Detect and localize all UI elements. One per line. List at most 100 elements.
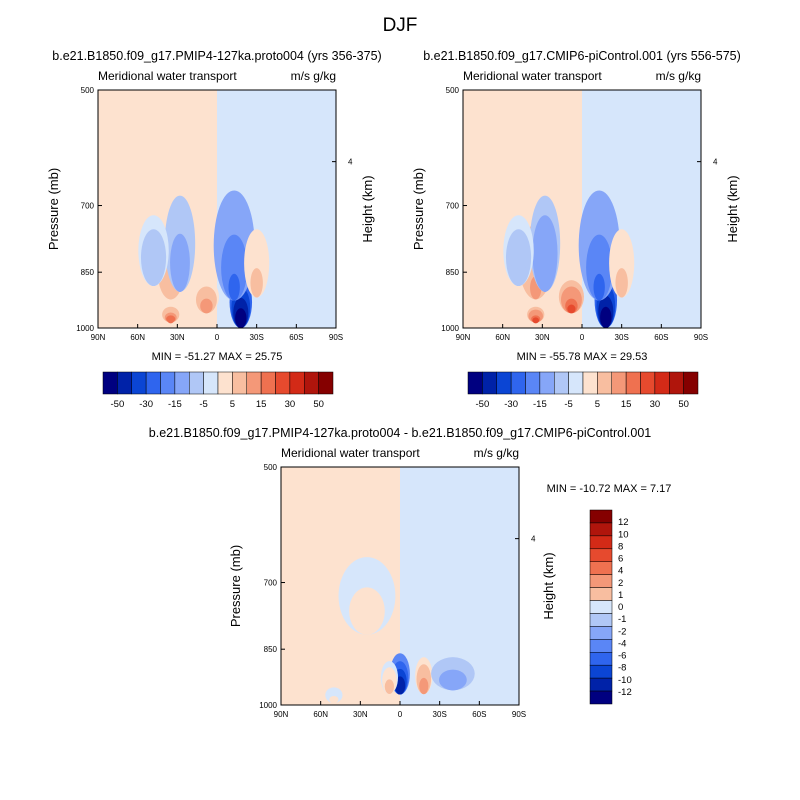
- panel-3-x-tick-label: 60S: [472, 710, 486, 719]
- panel-3-x-tick-label: 60N: [313, 710, 328, 719]
- panel-2-contour-3-4: [532, 317, 540, 324]
- panel-2-colorbar-swatch: [539, 371, 555, 395]
- panel-2-contour-1-4: [593, 273, 605, 301]
- panel-diff-ylabel-right: Height (km): [541, 552, 556, 619]
- panel-diff: b.e21.B1850.f09_g17.PMIP4-127ka.proto004…: [149, 426, 672, 719]
- panel-1-y-tick-label: 700: [81, 202, 95, 211]
- panel-2-colorbar-swatch: [597, 371, 612, 395]
- panel-3-colorbar-swatch: [589, 587, 613, 601]
- panel-1-colorbar-label: -30: [139, 399, 153, 410]
- panel-2-contour-0-4: [601, 317, 610, 328]
- panel-diff-left-string: Meridional water transport: [281, 446, 420, 460]
- panel-2-y-tick-label: 700: [446, 202, 460, 211]
- panel-3-colorbar-label: -2: [618, 626, 626, 637]
- panel-3-y-tick-label: 500: [264, 463, 278, 472]
- panel-1-x-tick-label: 60N: [130, 333, 145, 342]
- panel-1-x-tick-label: 90N: [91, 333, 106, 342]
- panel-1-y-tick-label: 1000: [76, 324, 94, 333]
- panel-3-colorbar-swatch: [589, 639, 613, 653]
- panel-3-contour-5-4: [330, 697, 338, 704]
- panel-2-colorbar-swatch: [554, 371, 569, 395]
- panel-1-x-tick-label: 30S: [250, 333, 264, 342]
- panel-3-y-tick-label: 850: [264, 645, 278, 654]
- panel-1-colorbar-label: -50: [111, 399, 125, 410]
- panel-1-colorbar-swatch: [289, 371, 305, 395]
- panel-2-colorbar-label: 50: [678, 399, 689, 410]
- panel-3-x-tick-label: 30S: [433, 710, 447, 719]
- panel-2-y-tick-label: 1000: [441, 324, 459, 333]
- panel-3-colorbar-swatch: [589, 509, 613, 524]
- panel-1-colorbar-label: -15: [168, 399, 182, 410]
- panel-2-x-tick-label: 30N: [535, 333, 550, 342]
- panel-2-colorbar-swatch: [510, 371, 526, 395]
- panel-3-height-tick-label: 4: [531, 535, 536, 544]
- panel-3-colorbar-swatch: [589, 652, 613, 666]
- panel-2-title: b.e21.B1850.f09_g17.CMIP6-piControl.001 …: [423, 49, 741, 63]
- panel-2-x-tick-label: 60N: [495, 333, 510, 342]
- panel-1-colorbar-swatch: [160, 371, 176, 395]
- panel-3-colorbar-label: 6: [618, 554, 623, 565]
- panel-3-colorbar-swatch: [589, 574, 613, 588]
- panel-2-y-tick-label: 500: [446, 86, 460, 95]
- panel-1-colorbar-swatch: [217, 371, 233, 395]
- panel-diff-stats: MIN = -10.72 MAX = 7.17: [547, 483, 672, 495]
- panel-2-plot-area: 90N 60N 30N 0 30S 60S 90S 500 700 850 1000 4: [441, 86, 718, 342]
- panel-1-colorbar-label: 5: [230, 399, 235, 410]
- panel-1-y-tick-label: 500: [81, 86, 95, 95]
- panel-2-x-tick-label: 0: [580, 333, 585, 342]
- panel-3-x-tick-label: 90N: [274, 710, 289, 719]
- panel-1-height-tick-label: 4: [348, 158, 353, 167]
- panel-3-colorbar-swatch: [589, 664, 613, 679]
- panel-3-colorbar-label: -12: [618, 687, 632, 698]
- panel-1-colorbar-swatch: [203, 371, 219, 395]
- panel-3-contour-4-4: [446, 681, 459, 691]
- panel-2-x-tick-label: 90S: [694, 333, 708, 342]
- panel-3-colorbar-swatch: [589, 677, 613, 692]
- panel-1-contour-5-4: [175, 268, 185, 292]
- panel-1-colorbar-swatch: [304, 371, 319, 395]
- panel-1-contour-3-4: [167, 317, 175, 324]
- panel-3-x-tick-label: 0: [398, 710, 403, 719]
- panel-2-colorbar-swatch: [625, 371, 641, 395]
- panel-1-right-string: m/s g/kg: [291, 69, 336, 83]
- panel-2-colorbar-swatch: [467, 371, 483, 395]
- panel-3-y-tick-label: 1000: [259, 701, 277, 710]
- panel-1-contour-4-4: [202, 304, 211, 314]
- panel-1-colorbar-swatch: [117, 371, 132, 395]
- panel-2-colorbar-label: 30: [650, 399, 661, 410]
- panel-3-colorbar-label: -4: [618, 638, 626, 649]
- panel-1-contour-6-4: [148, 268, 159, 287]
- panel-1-colorbar-label: -5: [199, 399, 207, 410]
- panel-1-ylabel: Pressure (mb): [46, 168, 61, 250]
- panel-2-y-tick-label: 850: [446, 268, 460, 277]
- panel-3-x-tick-label: 90S: [512, 710, 526, 719]
- panel-3-colorbar-swatch: [589, 548, 613, 562]
- panel-2-x-tick-label: 60S: [654, 333, 668, 342]
- panel-1-colorbar-swatch: [102, 371, 118, 395]
- panel-1-colorbar-swatch: [189, 371, 204, 395]
- panel-1-colorbar-swatch: [174, 371, 190, 395]
- panel-3-x-tick-label: 30N: [353, 710, 368, 719]
- panel-2-x-tick-label: 90N: [456, 333, 471, 342]
- panel-1-colorbar-swatch: [260, 371, 276, 395]
- panel-1-colorbar-swatch: [232, 371, 247, 395]
- panel-2-contour-7-4: [617, 280, 626, 298]
- panel-2-colorbar-swatch: [683, 371, 699, 395]
- panel-1-y-tick-label: 850: [81, 268, 95, 277]
- panel-1-colorbar-label: 30: [285, 399, 296, 410]
- panel-1-colorbar-swatch: [318, 371, 334, 395]
- panel-3-contour-0-4: [420, 684, 428, 695]
- panel-1-title: b.e21.B1850.f09_g17.PMIP4-127ka.proto004…: [52, 49, 381, 63]
- panel-2-colorbar-swatch: [482, 371, 497, 395]
- panel-2-colorbar-label: -50: [476, 399, 490, 410]
- panel-2: b.e21.B1850.f09_g17.CMIP6-piControl.001 …: [411, 49, 741, 410]
- panel-diff-title: b.e21.B1850.f09_g17.PMIP4-127ka.proto004…: [149, 426, 651, 440]
- panel-2-contour-6-4: [513, 268, 524, 287]
- panel-2-left-string: Meridional water transport: [463, 69, 602, 83]
- panel-2-colorbar-swatch: [582, 371, 598, 395]
- panel-2-ylabel-right: Height (km): [725, 175, 740, 242]
- panel-1-ylabel-right: Height (km): [360, 175, 375, 242]
- panel-3-colorbar-swatch: [589, 561, 613, 575]
